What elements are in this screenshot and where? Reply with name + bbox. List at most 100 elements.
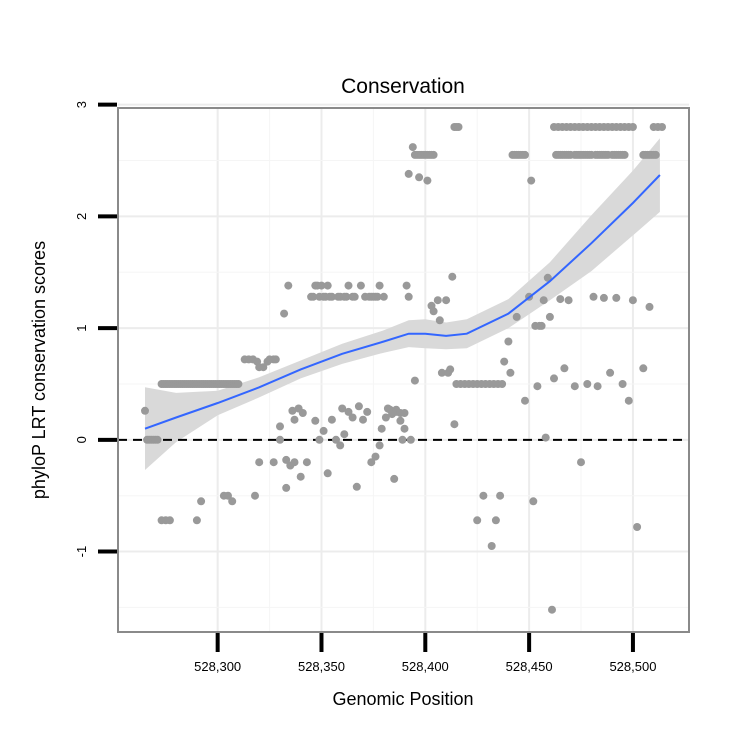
data-point bbox=[373, 292, 382, 301]
data-point bbox=[423, 176, 432, 185]
data-point bbox=[404, 292, 413, 301]
data-point bbox=[224, 491, 232, 500]
data-point bbox=[593, 382, 602, 391]
data-point bbox=[564, 296, 573, 305]
data-point bbox=[548, 605, 556, 614]
data-point bbox=[396, 416, 405, 425]
data-point bbox=[446, 365, 455, 374]
data-point bbox=[323, 281, 332, 290]
data-point bbox=[259, 363, 268, 372]
data-point bbox=[628, 296, 637, 305]
data-point bbox=[639, 364, 648, 373]
data-point bbox=[153, 435, 162, 444]
data-point bbox=[570, 382, 579, 391]
data-point bbox=[359, 415, 367, 424]
data-point bbox=[234, 380, 243, 388]
data-point bbox=[506, 368, 515, 377]
data-point bbox=[311, 416, 320, 425]
data-point bbox=[537, 321, 546, 330]
data-point bbox=[340, 430, 349, 439]
data-point bbox=[479, 491, 488, 500]
data-point bbox=[539, 296, 548, 305]
data-point bbox=[271, 355, 280, 364]
data-point bbox=[398, 435, 407, 444]
data-point bbox=[363, 407, 372, 416]
data-point bbox=[404, 169, 413, 178]
data-point bbox=[377, 424, 386, 433]
x-axis: 528,300 528,350 528,400 528,450 528,500 bbox=[194, 633, 656, 674]
data-point bbox=[379, 292, 388, 301]
data-point bbox=[356, 281, 365, 290]
data-point bbox=[556, 295, 565, 304]
data-point bbox=[309, 292, 318, 301]
y-tick-label: 3 bbox=[74, 101, 89, 108]
data-point bbox=[442, 296, 451, 305]
data-point bbox=[350, 292, 359, 301]
data-point bbox=[367, 458, 376, 467]
data-point bbox=[390, 474, 399, 483]
data-point bbox=[280, 309, 289, 318]
data-point bbox=[192, 516, 201, 525]
data-point bbox=[599, 293, 608, 302]
y-tick-label: 2 bbox=[74, 213, 89, 220]
data-point bbox=[342, 292, 351, 301]
smooth-fit-line bbox=[144, 174, 661, 430]
x-tick-label: 528,400 bbox=[402, 659, 449, 674]
data-point bbox=[491, 516, 500, 525]
data-point bbox=[319, 426, 328, 435]
y-tick-label: 1 bbox=[74, 324, 89, 331]
data-point bbox=[269, 458, 278, 467]
data-point bbox=[498, 380, 507, 388]
data-point bbox=[344, 281, 353, 290]
data-point bbox=[338, 404, 347, 413]
data-point bbox=[496, 491, 505, 500]
data-point bbox=[658, 123, 666, 131]
data-point bbox=[504, 337, 513, 346]
data-point bbox=[560, 364, 569, 373]
data-point bbox=[282, 483, 291, 492]
x-tick-label: 528,500 bbox=[609, 659, 656, 674]
data-point bbox=[327, 292, 336, 301]
chart-title: Conservation bbox=[341, 75, 465, 98]
data-point bbox=[500, 357, 509, 366]
x-tick-label: 528,350 bbox=[298, 659, 345, 674]
data-point bbox=[302, 458, 311, 467]
data-point bbox=[344, 407, 353, 416]
data-point bbox=[433, 296, 442, 305]
data-point bbox=[606, 368, 615, 377]
data-point bbox=[197, 497, 206, 506]
data-point bbox=[512, 312, 521, 321]
data-point bbox=[618, 380, 627, 388]
data-point bbox=[448, 272, 457, 281]
data-point bbox=[628, 123, 637, 131]
data-point bbox=[317, 281, 326, 290]
y-axis-label: phyloP LRT conservation scores bbox=[29, 241, 49, 499]
data-point bbox=[577, 458, 585, 467]
data-point bbox=[296, 472, 305, 481]
data-point bbox=[529, 497, 538, 506]
data-point bbox=[437, 368, 446, 377]
data-point bbox=[612, 293, 621, 302]
data-point bbox=[589, 292, 598, 301]
data-point bbox=[450, 420, 459, 429]
data-points bbox=[141, 123, 666, 614]
data-point bbox=[620, 150, 629, 159]
data-point bbox=[645, 302, 654, 311]
data-point bbox=[327, 415, 336, 424]
data-point bbox=[276, 435, 284, 444]
grid-lines bbox=[118, 103, 689, 632]
data-point bbox=[541, 433, 550, 442]
data-point bbox=[288, 406, 297, 415]
data-point bbox=[543, 273, 552, 282]
data-point bbox=[583, 380, 592, 388]
data-point bbox=[435, 316, 444, 325]
data-point bbox=[402, 281, 411, 290]
data-point bbox=[454, 123, 463, 131]
data-point bbox=[545, 312, 554, 321]
data-point bbox=[284, 281, 293, 290]
data-point bbox=[375, 281, 384, 290]
data-point bbox=[298, 409, 307, 417]
data-point bbox=[323, 469, 332, 478]
data-point bbox=[410, 376, 419, 385]
